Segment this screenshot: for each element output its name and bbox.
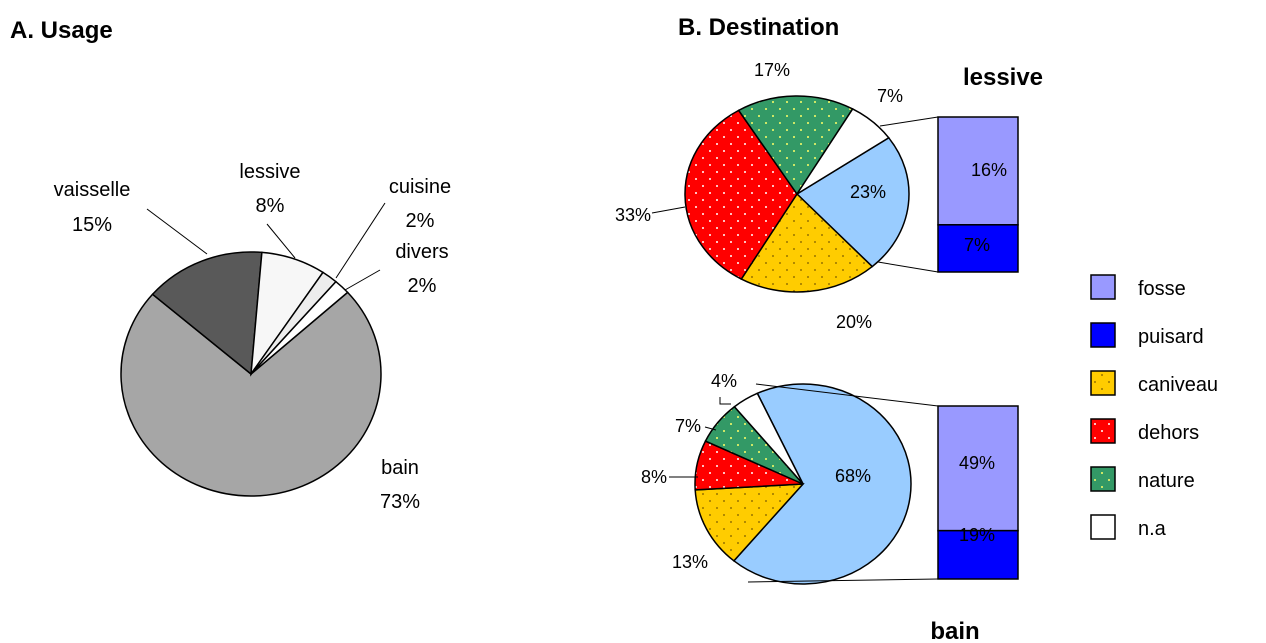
lessive-breakdown-bar [877, 116, 1019, 273]
leader-bain-nature [704, 426, 717, 431]
bain-pct-dehors: 8% [641, 467, 667, 487]
usage-pie [120, 251, 382, 497]
connector-line [755, 383, 939, 407]
connector-line [747, 578, 939, 583]
legend-swatch-nature [1090, 466, 1116, 492]
lessive-pct-na: 7% [877, 86, 903, 106]
leader-lessive [266, 223, 296, 259]
slice-n.a [796, 107, 890, 195]
label-bain: bain [381, 457, 419, 479]
label-divers: divers [395, 241, 448, 263]
bain-bar-puisard: 19% [959, 525, 995, 545]
pct-divers: 2% [408, 275, 437, 297]
leader-vaisselle [146, 208, 208, 255]
connector-line [877, 261, 939, 273]
connector-line [879, 116, 939, 127]
legend-swatch-dehors [1090, 418, 1116, 444]
pct-lessive: 8% [256, 195, 285, 217]
bain-breakdown-bar [747, 383, 1019, 583]
usage-labels: vaisselle 15% lessive 8% cuisine 2% dive… [54, 161, 451, 513]
slice-vaisselle [151, 251, 263, 376]
subtitle-lessive: lessive [963, 64, 1043, 91]
lessive-pct-caniveau: 20% [836, 312, 872, 332]
bain-pct-na: 4% [711, 371, 737, 391]
legend-label-na: n.a [1138, 518, 1167, 540]
slice-n.a [733, 392, 804, 485]
slice-caniveau [694, 483, 805, 562]
subtitle-bain: bain [930, 618, 979, 643]
legend-swatch-fosse [1090, 274, 1116, 300]
bar-fosse [937, 405, 1019, 532]
bain-labels: 4% 7% 8% 68% 13% 49% 19% [641, 371, 995, 572]
label-vaisselle: vaisselle [54, 179, 131, 201]
bain-pct-caniveau: 13% [672, 552, 708, 572]
slice-bain [120, 291, 382, 497]
slice-light-blue [795, 136, 910, 268]
lessive-pct-nature: 17% [754, 60, 790, 80]
slice-caniveau [740, 192, 874, 293]
leader-bain-na [719, 397, 731, 405]
label-lessive: lessive [239, 161, 300, 183]
bar-fosse [937, 116, 1019, 226]
slice-divers [250, 280, 349, 375]
pct-cuisine: 2% [406, 210, 435, 232]
bain-pct-lightblue: 68% [835, 466, 871, 486]
legend-label-puisard: puisard [1138, 326, 1204, 348]
lessive-bar-puisard: 7% [964, 235, 990, 255]
leader-cuisine [335, 202, 386, 279]
legend-label-caniveau: caniveau [1138, 374, 1218, 396]
lessive-pct-lightblue: 23% [850, 182, 886, 202]
pct-bain: 73% [380, 491, 420, 513]
legend: fosse puisard caniveau dehors nature n.a [1090, 274, 1218, 540]
lessive-pct-dehors: 33% [615, 205, 651, 225]
legend-swatch-na [1090, 514, 1116, 540]
bar-puisard [937, 224, 1019, 273]
bain-bar-fosse: 49% [959, 453, 995, 473]
legend-label-fosse: fosse [1138, 278, 1186, 300]
bain-pct-nature: 7% [675, 416, 701, 436]
label-cuisine: cuisine [389, 176, 451, 198]
pct-vaisselle: 15% [72, 214, 112, 236]
legend-label-dehors: dehors [1138, 422, 1199, 444]
bain-pie [694, 383, 912, 585]
slice-dehors [684, 109, 798, 281]
legend-label-nature: nature [1138, 470, 1195, 492]
leader-divers [344, 269, 381, 291]
chart-b-title: B. Destination [678, 14, 839, 41]
lessive-pie [684, 95, 910, 293]
slice-nature [737, 95, 854, 196]
chart-a-title: A. Usage [10, 17, 113, 44]
bar-puisard [937, 529, 1019, 580]
lessive-labels: 17% 7% 23% 33% 20% 16% 7% [615, 60, 1007, 332]
leader-lessive-dehors [651, 206, 686, 214]
lessive-bar-fosse: 16% [971, 160, 1007, 180]
legend-swatch-caniveau [1090, 370, 1116, 396]
legend-swatch-puisard [1090, 322, 1116, 348]
